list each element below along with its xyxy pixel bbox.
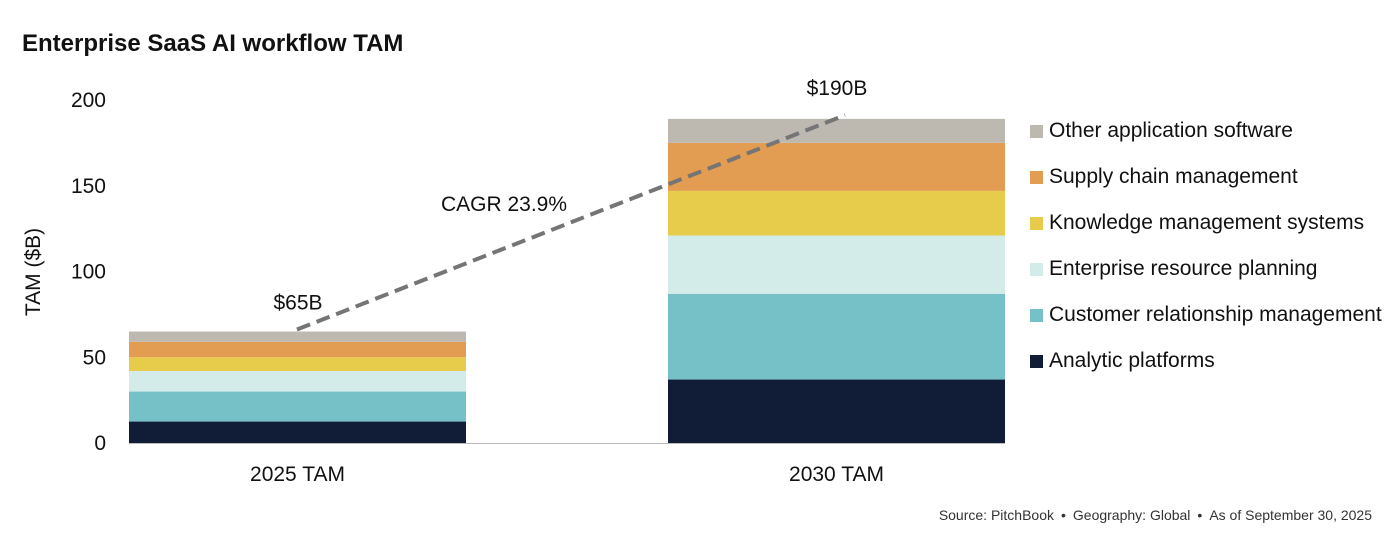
bar-segment <box>129 391 466 422</box>
legend-label: Other application software <box>1049 119 1293 142</box>
legend-label: Customer relationship management <box>1049 303 1382 326</box>
legend-item: Enterprise resource planning <box>1030 246 1382 292</box>
bar-segment <box>129 357 466 371</box>
y-tick-label: 200 <box>71 89 106 112</box>
bar-segment <box>129 370 466 392</box>
y-tick-label: 150 <box>71 175 106 198</box>
x-category-label: 2025 TAM <box>250 463 345 486</box>
source-separator: • <box>1197 507 1203 523</box>
legend-swatch <box>1030 262 1043 276</box>
total-value-label: $65B <box>273 292 322 315</box>
legend-label: Knowledge management systems <box>1049 211 1365 234</box>
bar-segment <box>668 190 1005 236</box>
legend-swatch <box>1030 308 1043 322</box>
legend-item: Supply chain management <box>1030 154 1382 200</box>
legend: Other application software Supply chain m… <box>1030 108 1382 384</box>
bar-segment <box>668 142 1005 191</box>
y-tick-label: 0 <box>94 432 106 455</box>
bar-segment <box>668 379 1005 443</box>
bar-segment <box>668 235 1005 294</box>
bar-segment <box>668 293 1005 380</box>
cagr-annotation: CAGR 23.9% <box>441 193 567 216</box>
y-axis-title: TAM ($B) <box>22 228 45 316</box>
legend-item: Other application software <box>1030 108 1382 154</box>
legend-item: Analytic platforms <box>1030 338 1382 384</box>
source-date: As of September 30, 2025 <box>1209 507 1372 523</box>
legend-label: Enterprise resource planning <box>1049 257 1318 280</box>
source-separator: • <box>1060 507 1066 523</box>
source-geography: Geography: Global <box>1072 507 1191 523</box>
legend-item: Customer relationship management <box>1030 292 1382 338</box>
y-tick-label: 50 <box>83 346 106 369</box>
bar-segment <box>129 341 466 358</box>
legend-swatch <box>1030 170 1043 184</box>
legend-swatch <box>1030 216 1043 230</box>
bar-segment <box>129 331 466 342</box>
legend-label: Analytic platforms <box>1049 349 1215 372</box>
legend-label: Supply chain management <box>1049 165 1298 188</box>
bar-segment <box>129 421 466 443</box>
total-value-label: $190B <box>807 77 868 100</box>
y-tick-label: 100 <box>71 261 106 284</box>
bar-segment <box>668 118 1005 143</box>
x-category-label: 2030 TAM <box>789 463 884 486</box>
legend-swatch <box>1030 124 1043 138</box>
source-note: Source: PitchBook • Geography: Global • As o… <box>939 507 1372 523</box>
chart-title: Enterprise SaaS AI workflow TAM <box>22 30 404 57</box>
source-text: Source: PitchBook <box>938 507 1054 523</box>
legend-item: Knowledge management systems <box>1030 200 1382 246</box>
cagr-trend-line <box>296 113 846 332</box>
legend-swatch <box>1030 354 1043 368</box>
